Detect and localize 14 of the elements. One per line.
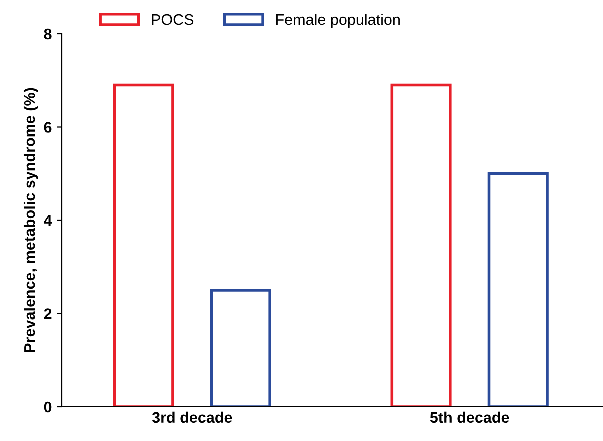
legend-label: POCS [152,14,194,26]
y-tick-label: 2 [44,308,52,320]
bar [488,172,549,407]
x-tick-label: 5th decade [430,412,510,424]
bar [210,289,272,407]
y-tick-label: 4 [44,216,52,226]
y-tick-label: 8 [44,28,52,40]
bar [113,84,174,407]
bar [390,84,452,407]
y-tick-label: 6 [44,122,52,133]
x-tick-label: 3rd decade [152,412,232,424]
legend-label: Female population [276,14,400,28]
y-tick-label: 0 [44,402,52,413]
y-axis-title: Prevalence, metabolic syndrome (%) [24,88,38,352]
